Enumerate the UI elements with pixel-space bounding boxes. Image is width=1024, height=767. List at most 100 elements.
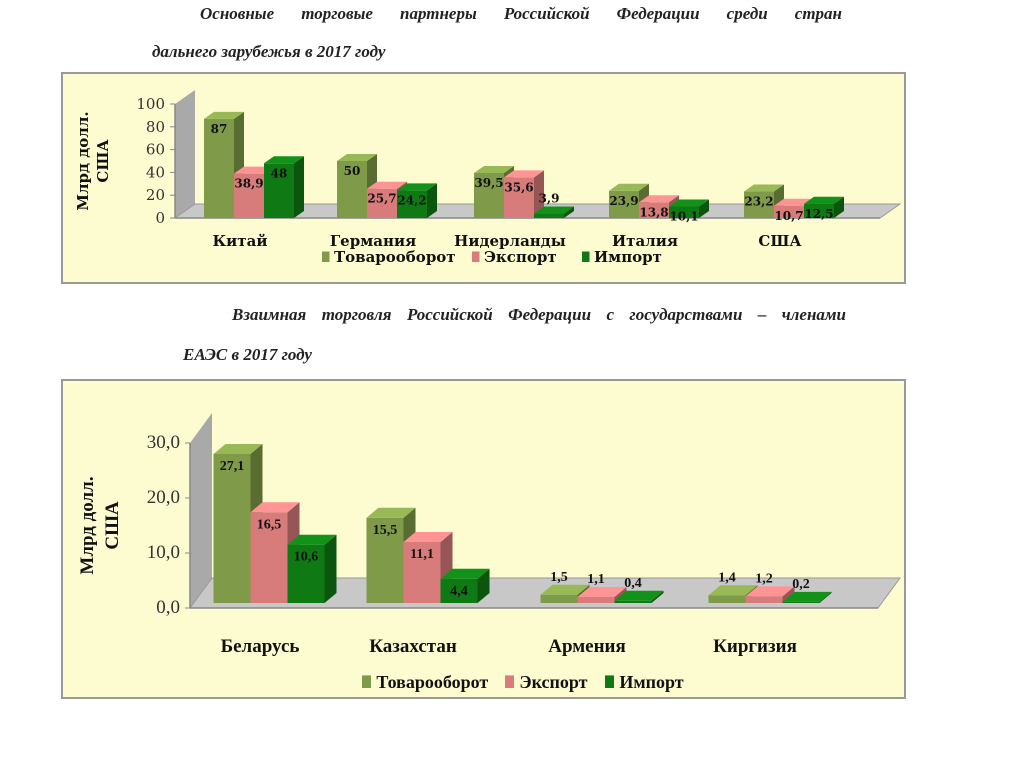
data-label: 13,8 xyxy=(639,205,668,219)
bar-Импорт-Беларусь: 10,6 xyxy=(287,534,337,603)
bar-front xyxy=(782,601,820,603)
bar-Экспорт-Италия: 13,8 xyxy=(639,195,679,219)
bar-side xyxy=(427,183,437,218)
bar-front xyxy=(534,213,564,218)
legend-item-Импорт: Импорт xyxy=(582,248,662,266)
bar-top xyxy=(474,165,514,173)
bar-side xyxy=(782,586,795,603)
data-label: 48 xyxy=(271,166,288,180)
x-tick-label: США xyxy=(758,232,802,250)
x-tick-label: Армения xyxy=(548,636,626,657)
y-tick-label: 0 xyxy=(155,209,165,227)
bar-front xyxy=(250,512,288,603)
bar-top xyxy=(264,156,304,164)
legend-label: Импорт xyxy=(619,672,683,692)
legend-label: Экспорт xyxy=(484,248,557,266)
data-label: 23,9 xyxy=(609,194,638,208)
bar-top xyxy=(782,591,832,602)
x-tick-label: Казахстан xyxy=(369,636,457,657)
y-tick-label: 100 xyxy=(136,95,165,113)
bar-side xyxy=(534,170,544,218)
bar-front xyxy=(774,205,804,218)
bar-top xyxy=(287,534,337,545)
data-label: 38,9 xyxy=(234,177,263,191)
bar-front xyxy=(440,578,478,603)
chart2-title-line1: Взаимная торговля Российской Федерации с… xyxy=(232,305,846,324)
bar-front xyxy=(204,118,234,218)
y-tick-label: 20,0 xyxy=(147,487,180,508)
data-label: 3,9 xyxy=(539,192,560,206)
legend-label: Товарооборот xyxy=(376,672,488,692)
y-tick-label: 80 xyxy=(146,118,165,136)
bar-front xyxy=(397,190,427,218)
legend-label: Импорт xyxy=(594,248,662,266)
data-label: 35,6 xyxy=(504,180,533,194)
y-tick-label: 10,0 xyxy=(147,542,180,563)
back-wall xyxy=(190,413,212,608)
bar-top xyxy=(744,184,784,192)
bar-front xyxy=(804,203,834,218)
bar-top xyxy=(504,170,544,178)
bar-front xyxy=(504,177,534,218)
chart2-title-line2: ЕАЭС в 2017 году xyxy=(183,345,312,364)
y-tick-label: 0,0 xyxy=(156,597,180,618)
bar-side xyxy=(477,568,490,603)
bar-Импорт-Киргизия: 0,2 xyxy=(782,577,832,603)
bar-top xyxy=(609,183,649,191)
bar-side xyxy=(834,196,844,218)
bar-front xyxy=(264,163,294,218)
x-tick-label: Беларусь xyxy=(221,636,300,657)
bar-Импорт-Армения: 0,4 xyxy=(614,576,664,603)
bar-top xyxy=(204,111,244,119)
data-label: 1,1 xyxy=(587,572,605,587)
chart1-title-line1: Основные торговые партнеры Российской Фе… xyxy=(200,4,842,23)
bar-front xyxy=(744,191,774,218)
bar-front xyxy=(234,173,264,218)
bar-top xyxy=(367,181,407,189)
bar-front xyxy=(609,190,639,218)
bar-Импорт-Италия: 10,1 xyxy=(669,199,709,223)
legend-swatch xyxy=(322,251,330,262)
data-label: 25,7 xyxy=(367,192,396,206)
bar-top xyxy=(540,584,590,595)
legend-item-Товарооборот: Товарооборот xyxy=(322,248,456,266)
legend-swatch xyxy=(472,251,480,262)
y-axis-label: Млрд долл. xyxy=(77,476,98,574)
data-label: 12,5 xyxy=(804,207,833,221)
legend-swatch xyxy=(605,675,614,688)
bar-Импорт-Германия: 24,2 xyxy=(397,183,437,218)
bar-front xyxy=(337,161,367,218)
y-axis-label-unit: США xyxy=(102,501,123,550)
bar-top xyxy=(745,586,795,597)
bar-front xyxy=(287,544,325,603)
bar-top xyxy=(577,586,627,597)
bar-top xyxy=(804,196,844,204)
legend-item-Экспорт: Экспорт xyxy=(472,248,557,266)
bar-front xyxy=(367,188,397,218)
bar-side xyxy=(819,591,832,603)
bar-front xyxy=(745,596,783,603)
data-label: 11,1 xyxy=(410,547,434,562)
data-label: 0,2 xyxy=(792,577,810,592)
data-label: 50 xyxy=(344,164,361,178)
bar-top xyxy=(534,206,574,214)
x-tick-label: Германия xyxy=(330,232,416,250)
y-tick-label: 60 xyxy=(146,141,165,159)
bar-side xyxy=(699,199,709,218)
bar-top xyxy=(403,531,453,542)
bar-top xyxy=(366,507,416,518)
legend-item-Товарооборот: Товарооборот xyxy=(362,672,488,692)
bar-front xyxy=(366,517,404,603)
bar-front xyxy=(708,595,746,603)
bar-top xyxy=(250,502,300,513)
legend-label: Товарооборот xyxy=(334,248,456,266)
legend-item-Экспорт: Экспорт xyxy=(505,672,588,692)
bar-front xyxy=(474,172,504,218)
bar-front xyxy=(614,600,652,603)
bar-side xyxy=(651,590,664,603)
legend-label: Экспорт xyxy=(519,672,587,692)
bar-front xyxy=(669,206,699,218)
bar-Импорт-Нидерланды: 3,9 xyxy=(534,192,574,218)
